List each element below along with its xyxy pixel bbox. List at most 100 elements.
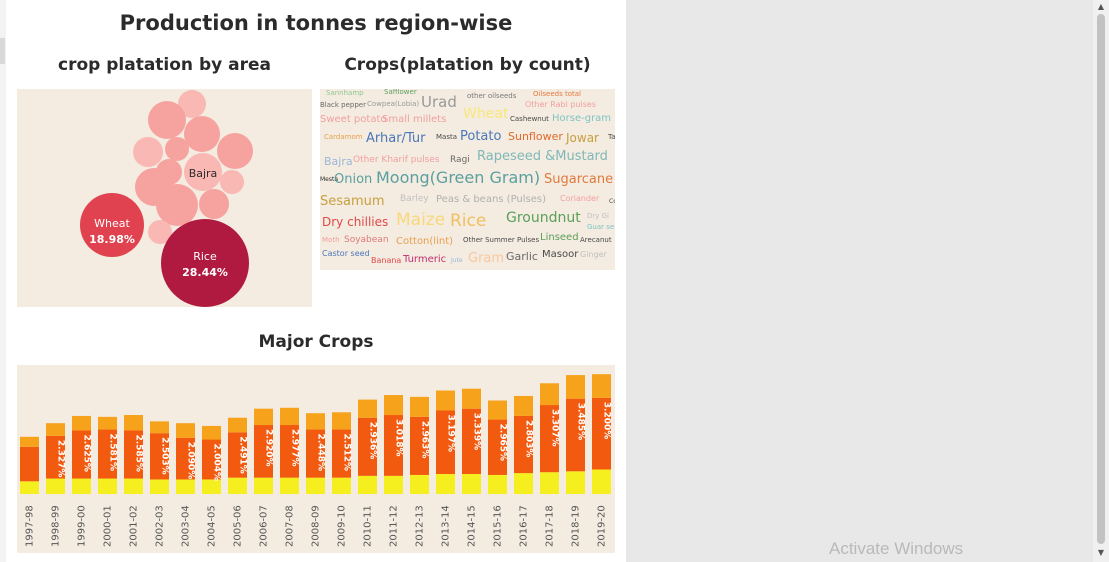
- bubble-crop[interactable]: [156, 184, 198, 226]
- word-cloud-word[interactable]: Jowar: [566, 131, 599, 145]
- bar-segment-2[interactable]: [436, 410, 455, 475]
- bar-segment-3[interactable]: [332, 412, 351, 430]
- word-cloud-word[interactable]: Coriander: [560, 194, 600, 203]
- word-cloud-word[interactable]: Dry chillies: [322, 215, 389, 229]
- word-cloud-word[interactable]: Ta: [608, 133, 615, 141]
- bar-segment-2[interactable]: [488, 419, 507, 475]
- bubble-crop[interactable]: [184, 153, 222, 191]
- word-cloud-word[interactable]: Gram: [468, 251, 505, 266]
- bubble-crop[interactable]: [148, 220, 172, 244]
- word-cloud-word[interactable]: Potato: [460, 129, 502, 144]
- word-cloud-word[interactable]: Rice: [450, 211, 487, 231]
- bar-segment-2[interactable]: [462, 408, 481, 475]
- word-cloud-word[interactable]: Ginger: [580, 250, 607, 259]
- bar-segment-2[interactable]: [540, 405, 559, 473]
- word-cloud-word[interactable]: Cardamom: [324, 133, 363, 141]
- word-cloud-word[interactable]: Oilseeds total: [533, 90, 581, 98]
- bar-segment-3[interactable]: [566, 375, 585, 399]
- bar-segment-2[interactable]: [254, 425, 273, 478]
- bar-segment-3[interactable]: [384, 395, 403, 416]
- word-cloud-word[interactable]: Sugarcane: [544, 172, 614, 187]
- word-cloud-word[interactable]: Groundnut: [506, 210, 581, 226]
- bar-segment-2[interactable]: [280, 425, 299, 478]
- word-cloud-word[interactable]: Ragi: [450, 155, 470, 165]
- bar-segment-1[interactable]: [436, 474, 455, 494]
- bar-segment-1[interactable]: [332, 477, 351, 494]
- word-cloud-word[interactable]: Wheat: [463, 106, 509, 122]
- word-cloud-word[interactable]: Banana: [371, 256, 402, 265]
- word-cloud-word[interactable]: Masoor: [542, 249, 579, 260]
- bubble-crop[interactable]: [148, 101, 186, 139]
- word-cloud-word[interactable]: Sesamum: [320, 194, 385, 209]
- bar-segment-2[interactable]: [358, 417, 377, 476]
- word-cloud-word[interactable]: Masta: [436, 133, 458, 141]
- bar-segment-3[interactable]: [358, 399, 377, 418]
- bar-segment-3[interactable]: [254, 408, 273, 426]
- word-cloud-word[interactable]: Mesta: [320, 176, 339, 183]
- bar-segment-3[interactable]: [202, 425, 221, 440]
- bubble-chart-panel[interactable]: Wheat 18.98% Rice 28.44% Bajra: [17, 89, 312, 307]
- bar-segment-1[interactable]: [384, 475, 403, 494]
- word-cloud-word[interactable]: Moth: [322, 236, 340, 244]
- word-cloud-word[interactable]: Peas & beans (Pulses): [436, 194, 547, 205]
- bar-segment-1[interactable]: [306, 477, 325, 494]
- word-cloud-word[interactable]: Maize: [396, 210, 446, 230]
- bubble-crop[interactable]: [217, 133, 253, 169]
- scroll-down-icon[interactable]: ▼: [1097, 548, 1105, 557]
- word-cloud-word[interactable]: other oilseeds: [467, 92, 517, 100]
- word-cloud-word[interactable]: Other Kharif pulses: [353, 155, 440, 165]
- bar-segment-3[interactable]: [540, 383, 559, 406]
- bubble-crop[interactable]: [199, 189, 229, 219]
- word-cloud-word[interactable]: Garlic: [506, 250, 538, 263]
- bar-segment-2[interactable]: [566, 398, 585, 472]
- bar-segment-2[interactable]: [228, 432, 247, 478]
- word-cloud-word[interactable]: Arecanut: [580, 236, 612, 244]
- bar-segment-3[interactable]: [306, 413, 325, 430]
- bar-segment-1[interactable]: [202, 479, 221, 494]
- bar-segment-1[interactable]: [280, 477, 299, 494]
- bar-segment-2[interactable]: [176, 437, 195, 480]
- bar-segment-1[interactable]: [358, 475, 377, 494]
- word-cloud-word[interactable]: Rapeseed &Mustard: [477, 149, 608, 164]
- word-cloud-word[interactable]: Onion: [334, 172, 373, 187]
- word-cloud-word[interactable]: Small millets: [382, 114, 447, 125]
- word-cloud-word[interactable]: Bajra: [324, 155, 353, 168]
- word-cloud-word[interactable]: Other Rabi pulses: [525, 100, 597, 109]
- bar-segment-1[interactable]: [176, 479, 195, 494]
- bar-segment-3[interactable]: [488, 400, 507, 420]
- bar-segment-3[interactable]: [228, 417, 247, 433]
- bar-segment-1[interactable]: [540, 472, 559, 494]
- word-cloud-word[interactable]: Turmeric: [403, 254, 447, 265]
- bar-segment-3[interactable]: [514, 395, 533, 416]
- bar-segment-1[interactable]: [46, 478, 65, 494]
- bar-segment-2[interactable]: [150, 433, 169, 480]
- word-cloud-word[interactable]: Sweet potato: [320, 114, 387, 125]
- bubble-crop[interactable]: [184, 116, 220, 152]
- major-crops-panel[interactable]: 1997-98 2.327% 1998-99 2.625% 1999-00 2.581% 2…: [17, 365, 615, 553]
- bar-segment-1[interactable]: [514, 473, 533, 494]
- bar-segment-2[interactable]: [514, 415, 533, 474]
- bar-segment-3[interactable]: [150, 421, 169, 434]
- bar-segment-1[interactable]: [150, 479, 169, 494]
- bar-segment-1[interactable]: [410, 474, 429, 494]
- bar-segment-3[interactable]: [176, 423, 195, 438]
- bar-segment-1[interactable]: [462, 474, 481, 494]
- bar-segment-1[interactable]: [254, 477, 273, 494]
- scrollbar-thumb[interactable]: [1097, 14, 1105, 544]
- scroll-up-icon[interactable]: ▲: [1097, 2, 1105, 11]
- bar-segment-2[interactable]: [410, 416, 429, 475]
- bubble-crop[interactable]: [178, 90, 206, 118]
- bar-segment-1[interactable]: [592, 469, 611, 494]
- word-cloud-word[interactable]: Other Summer Pulses: [463, 236, 540, 244]
- bar-segment-1[interactable]: [72, 478, 91, 494]
- bar-segment-1[interactable]: [124, 478, 143, 494]
- bar-segment-2[interactable]: [72, 430, 91, 479]
- word-cloud-word[interactable]: Barley: [400, 194, 429, 204]
- bar-segment-3[interactable]: [98, 416, 117, 430]
- bar-segment-2[interactable]: [20, 446, 39, 482]
- bar-segment-2[interactable]: [46, 435, 65, 479]
- word-cloud-word[interactable]: Safflower: [384, 89, 417, 96]
- vertical-scrollbar[interactable]: ▲ ▼: [1093, 0, 1109, 562]
- word-cloud-word[interactable]: Arhar/Tur: [366, 131, 426, 146]
- bar-segment-3[interactable]: [592, 374, 611, 398]
